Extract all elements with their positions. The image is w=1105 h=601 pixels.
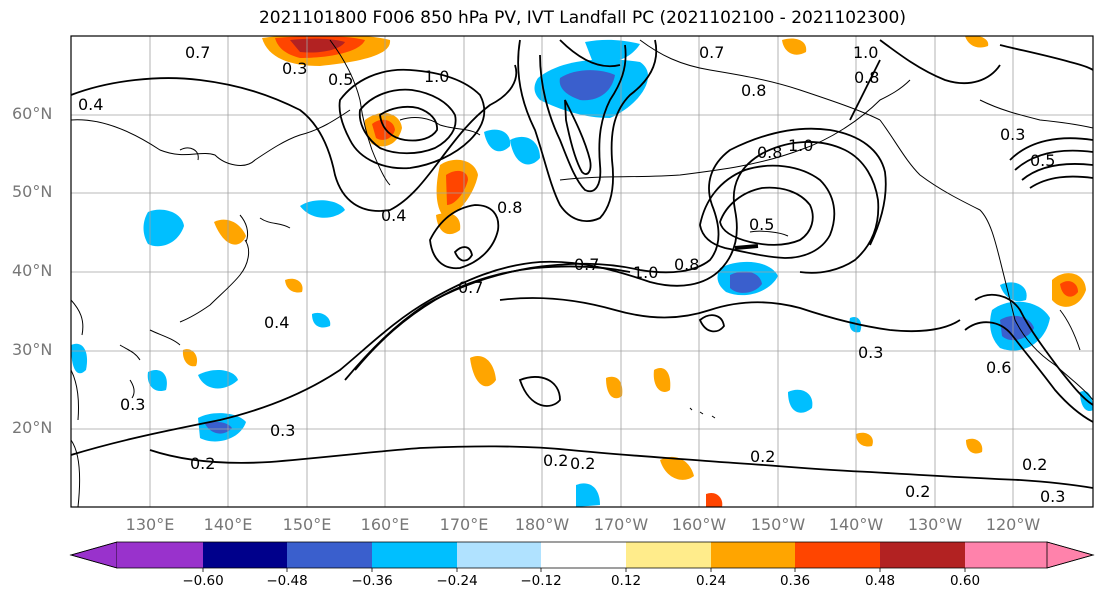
lon-label: 130°W — [907, 515, 963, 534]
lat-label: 20°N — [12, 418, 53, 437]
colorbar-segment — [626, 542, 711, 568]
colorbar-segment — [541, 542, 626, 568]
colorbar-tick-label: −0.36 — [351, 573, 393, 589]
contour-label: 0.5 — [749, 215, 774, 234]
contour-label: 0.4 — [78, 95, 103, 114]
contour-label: 0.3 — [1000, 125, 1025, 144]
lon-label: 150°E — [282, 515, 332, 534]
colorbar-tick-label: 0.60 — [949, 573, 981, 589]
contour-label: 0.3 — [858, 343, 883, 362]
colorbar-tick-label: −0.60 — [182, 573, 224, 589]
contour-label: 0.2 — [543, 451, 568, 470]
lat-label: 30°N — [12, 340, 53, 359]
contour-label: 0.7 — [574, 255, 599, 274]
contour-label: 0.5 — [328, 70, 353, 89]
lon-label: 170°E — [439, 515, 489, 534]
contour-label: 0.3 — [270, 421, 295, 440]
pv-contours — [71, 39, 1093, 489]
colorbar-tick-label: −0.12 — [520, 573, 562, 589]
lon-label: 170°W — [593, 515, 649, 534]
lon-label: 130°E — [125, 515, 175, 534]
contour-label-group: 0.7 0.3 0.5 1.0 0.7 0.8 1.0 0.8 1.0 0.4 … — [78, 43, 1065, 506]
colorbar-tick-label: −0.48 — [266, 573, 308, 589]
contour-label: 0.2 — [905, 482, 930, 501]
contour-label: 0.3 — [282, 59, 307, 78]
lon-label: 160°W — [671, 515, 727, 534]
contour-label: 0.3 — [1040, 487, 1065, 506]
contour-label: 0.5 — [1030, 151, 1055, 170]
lon-label: 180°W — [514, 515, 570, 534]
contour-label: 0.7 — [185, 43, 210, 62]
colorbar-segment — [457, 542, 541, 568]
lat-label: 60°N — [12, 104, 53, 123]
lon-label: 140°W — [828, 515, 884, 534]
colorbar-segment — [117, 542, 203, 568]
colorbar-extend-high — [1046, 541, 1095, 569]
contour-label: 0.2 — [750, 447, 775, 466]
lon-label: 140°E — [203, 515, 253, 534]
contour-label: 0.7 — [699, 43, 724, 62]
colorbar-tick-label: 0.36 — [779, 573, 811, 589]
colorbar-segment — [880, 542, 965, 568]
contour-label: 0.8 — [741, 81, 766, 100]
lon-label: 160°E — [360, 515, 410, 534]
colorbar-segment — [372, 542, 457, 568]
contour-label: 1.0 — [633, 263, 658, 282]
contour-label: 0.8 — [497, 198, 522, 217]
contour-label: 0.2 — [1022, 455, 1047, 474]
colorbar — [69, 541, 1095, 572]
contour-label: 0.7 — [458, 278, 483, 297]
lat-label: 50°N — [12, 182, 53, 201]
contour-label: 0.8 — [854, 68, 879, 87]
colorbar-tick-label: 0.48 — [864, 573, 896, 589]
contour-label: 0.6 — [986, 358, 1011, 377]
chart-title: 2021101800 F006 850 hPa PV, IVT Landfall… — [258, 8, 906, 28]
contour-label: 1.0 — [788, 136, 813, 155]
contour-label: 0.3 — [120, 395, 145, 414]
graticule — [71, 36, 1093, 507]
contour-label: 1.0 — [424, 67, 449, 86]
colorbar-tick-label: 0.12 — [610, 573, 642, 589]
colorbar-segment — [203, 542, 287, 568]
colorbar-tick-label: −0.24 — [436, 573, 478, 589]
contour-label: 1.0 — [853, 43, 878, 62]
contour-label: 0.8 — [757, 143, 782, 162]
colorbar-segment — [795, 542, 880, 568]
contour-label: 0.2 — [570, 454, 595, 473]
lon-label: 120°W — [985, 515, 1041, 534]
colorbar-segment — [287, 542, 372, 568]
contour-label: 0.4 — [264, 313, 289, 332]
colorbar-tick-label: 0.24 — [695, 573, 727, 589]
colorbar-segment — [965, 542, 1047, 568]
coastlines — [71, 39, 1093, 507]
colorbar-extend-low — [69, 541, 118, 569]
map-frame — [70, 35, 1094, 508]
contour-label: 0.4 — [381, 206, 406, 225]
colorbar-segment — [711, 542, 795, 568]
lon-label: 150°W — [750, 515, 806, 534]
contour-label: 0.8 — [674, 255, 699, 274]
lat-label: 40°N — [12, 261, 53, 280]
contour-label: 0.2 — [190, 454, 215, 473]
